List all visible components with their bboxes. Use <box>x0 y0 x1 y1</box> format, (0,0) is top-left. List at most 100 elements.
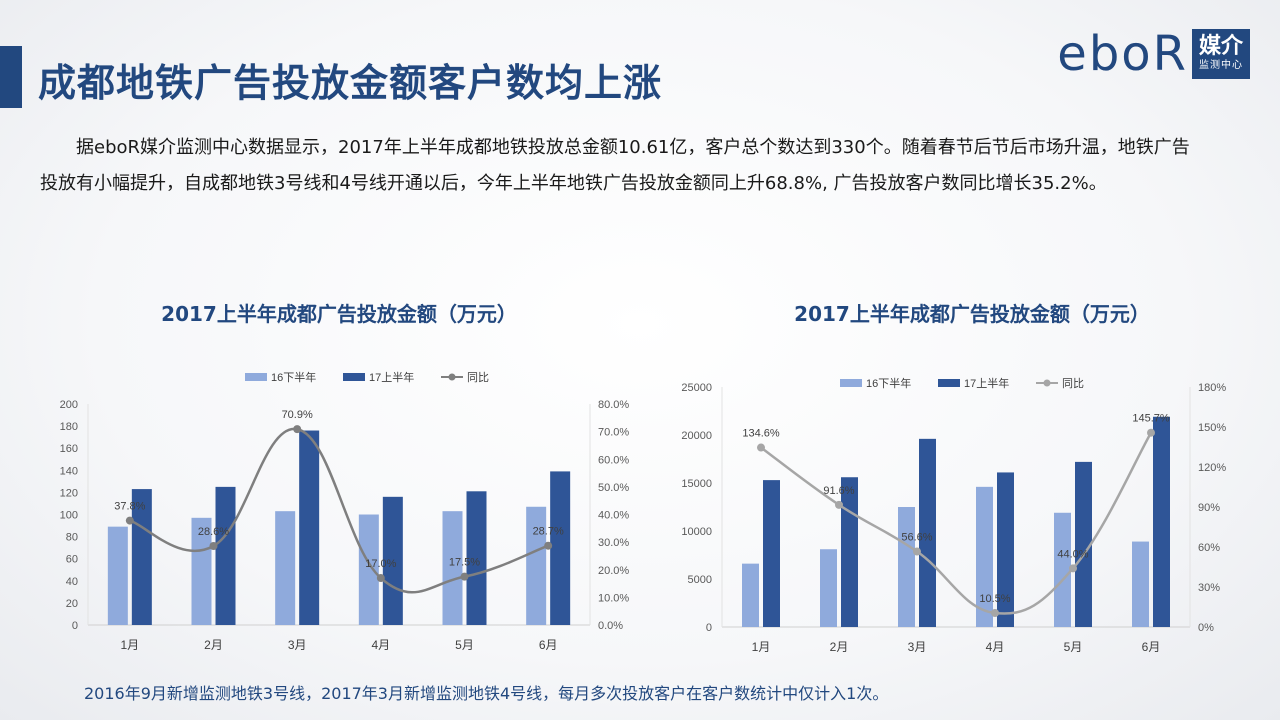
y-tick-label: 5000 <box>688 574 712 586</box>
y-tick-label: 140 <box>60 465 78 477</box>
y2-tick-label: 0.0% <box>598 620 623 632</box>
chart-2-title: 2017上半年成都广告投放金额（万元） <box>794 302 1150 326</box>
footnote: 2016年9月新增监测地铁3号线，2017年3月新增监测地铁4号线，每月多次投放… <box>84 684 889 703</box>
line-point <box>991 609 999 617</box>
line-point <box>209 541 218 550</box>
ebor-logo: eboR 媒介 监测中心 <box>1057 28 1250 80</box>
data-label: 145.7% <box>1132 413 1170 425</box>
chart-2: 0 5000 10000 15000 20000 25000 0% 30% 60% 90% 120%… <box>681 376 1226 654</box>
bar-17上半年-5月 <box>1075 461 1092 627</box>
logo-text: eboR <box>1057 26 1188 82</box>
legend-swatch <box>245 373 267 381</box>
bar-16下半年-2月 <box>820 549 837 627</box>
x-tick-label: 2月 <box>204 638 223 652</box>
legend-label: 同比 <box>467 371 489 384</box>
intro-paragraph: 据eboR媒介监测中心数据显示，2017年上半年成都地铁投放总金额10.61亿，… <box>40 137 1190 194</box>
chart-1-title: 2017上半年成都广告投放金额（万元） <box>161 302 517 326</box>
y2-tick-label: 0% <box>1198 622 1214 634</box>
y-tick-label: 80 <box>66 532 78 544</box>
bar-17上半年-4月 <box>382 496 403 625</box>
data-label: 70.9% <box>282 409 313 421</box>
y2-tick-label: 30.0% <box>598 537 629 549</box>
y-tick-label: 200 <box>60 399 78 411</box>
line-series-同比 <box>760 432 1153 615</box>
line-point <box>544 541 553 550</box>
title-accent-bar <box>0 46 22 108</box>
bar-16下半年-5月 <box>1054 512 1071 627</box>
y2-tick-label: 70.0% <box>598 427 629 439</box>
legend-label: 同比 <box>1062 377 1084 390</box>
data-label: 56.6% <box>901 532 932 544</box>
y-tick-label: 20000 <box>681 430 712 442</box>
y2-tick-label: 60% <box>1198 542 1220 554</box>
legend-label: 16下半年 <box>866 376 911 390</box>
bar-16下半年-3月 <box>275 511 296 625</box>
data-label: 37.8% <box>114 501 145 513</box>
line-point <box>293 425 302 434</box>
y2-tick-label: 120% <box>1198 462 1226 474</box>
data-label: 91.6% <box>823 485 854 497</box>
bar-17上半年-3月 <box>919 438 936 627</box>
bar-16下半年-1月 <box>107 526 128 625</box>
legend-swatch <box>343 373 365 381</box>
slide-title: 成都地铁广告投放金额客户数均上涨 <box>38 61 663 105</box>
line-point <box>835 500 843 509</box>
x-tick-label: 6月 <box>1142 640 1161 654</box>
y-tick-label: 20 <box>66 598 78 610</box>
y2-tick-label: 20.0% <box>598 565 629 577</box>
logo-badge: 媒介 监测中心 <box>1192 29 1250 79</box>
legend-swatch-marker <box>448 373 456 381</box>
chart-1: 0 20 40 60 80 100 120 140 160 180 200 0.0% 10.0% 20.0… <box>60 370 630 652</box>
line-point <box>757 443 765 452</box>
legend-label: 16下半年 <box>271 370 316 384</box>
line-point <box>1147 428 1155 437</box>
data-label: 17.5% <box>449 557 480 569</box>
legend-label: 17上半年 <box>964 376 1009 390</box>
y2-tick-label: 10.0% <box>598 592 629 604</box>
y-tick-label: 120 <box>60 487 78 499</box>
x-tick-label: 3月 <box>288 638 307 652</box>
bar-17上半年-1月 <box>763 480 780 627</box>
data-label: 28.7% <box>533 526 564 538</box>
logo-badge-sub: 监测中心 <box>1199 60 1243 71</box>
data-label: 17.0% <box>365 558 396 570</box>
line-point <box>376 574 385 583</box>
y-tick-label: 180 <box>60 421 78 433</box>
line-point <box>1069 564 1077 573</box>
legend-swatch-marker <box>1043 379 1051 387</box>
y2-tick-label: 90% <box>1198 502 1220 514</box>
y-tick-label: 60 <box>66 554 78 566</box>
y2-tick-label: 80.0% <box>598 399 629 411</box>
y2-tick-label: 180% <box>1198 382 1226 394</box>
data-label: 44.0% <box>1057 548 1088 560</box>
bar-17上半年-5月 <box>466 491 487 625</box>
bar-17上半年-3月 <box>299 430 320 625</box>
y-tick-label: 0 <box>706 622 712 634</box>
y-tick-label: 0 <box>72 620 78 632</box>
data-label: 28.6% <box>198 526 229 538</box>
data-label: 134.6% <box>742 428 780 440</box>
bar-16下半年-4月 <box>976 486 993 627</box>
x-tick-label: 6月 <box>539 638 558 652</box>
bar-16下半年-6月 <box>1132 541 1149 627</box>
y2-tick-label: 60.0% <box>598 454 629 466</box>
bar-16下半年-3月 <box>898 507 915 627</box>
bar-16下半年-2月 <box>191 517 212 625</box>
x-tick-label: 5月 <box>1064 640 1083 654</box>
y-tick-label: 100 <box>60 510 78 522</box>
legend-swatch <box>938 379 960 387</box>
y-tick-label: 40 <box>66 576 78 588</box>
bar-17上半年-6月 <box>1153 416 1170 627</box>
bar-16下半年-4月 <box>358 514 379 625</box>
bar-16下半年-6月 <box>526 506 547 625</box>
bar-17上半年-2月 <box>215 486 236 625</box>
bar-17上半年-2月 <box>841 477 858 627</box>
logo-badge-main: 媒介 <box>1198 34 1243 59</box>
x-tick-label: 2月 <box>830 640 849 654</box>
line-point <box>460 572 469 581</box>
y2-tick-label: 150% <box>1198 422 1226 434</box>
y2-tick-label: 50.0% <box>598 482 629 494</box>
y-tick-label: 160 <box>60 443 78 455</box>
y-tick-label: 10000 <box>681 526 712 538</box>
y2-tick-label: 30% <box>1198 582 1220 594</box>
